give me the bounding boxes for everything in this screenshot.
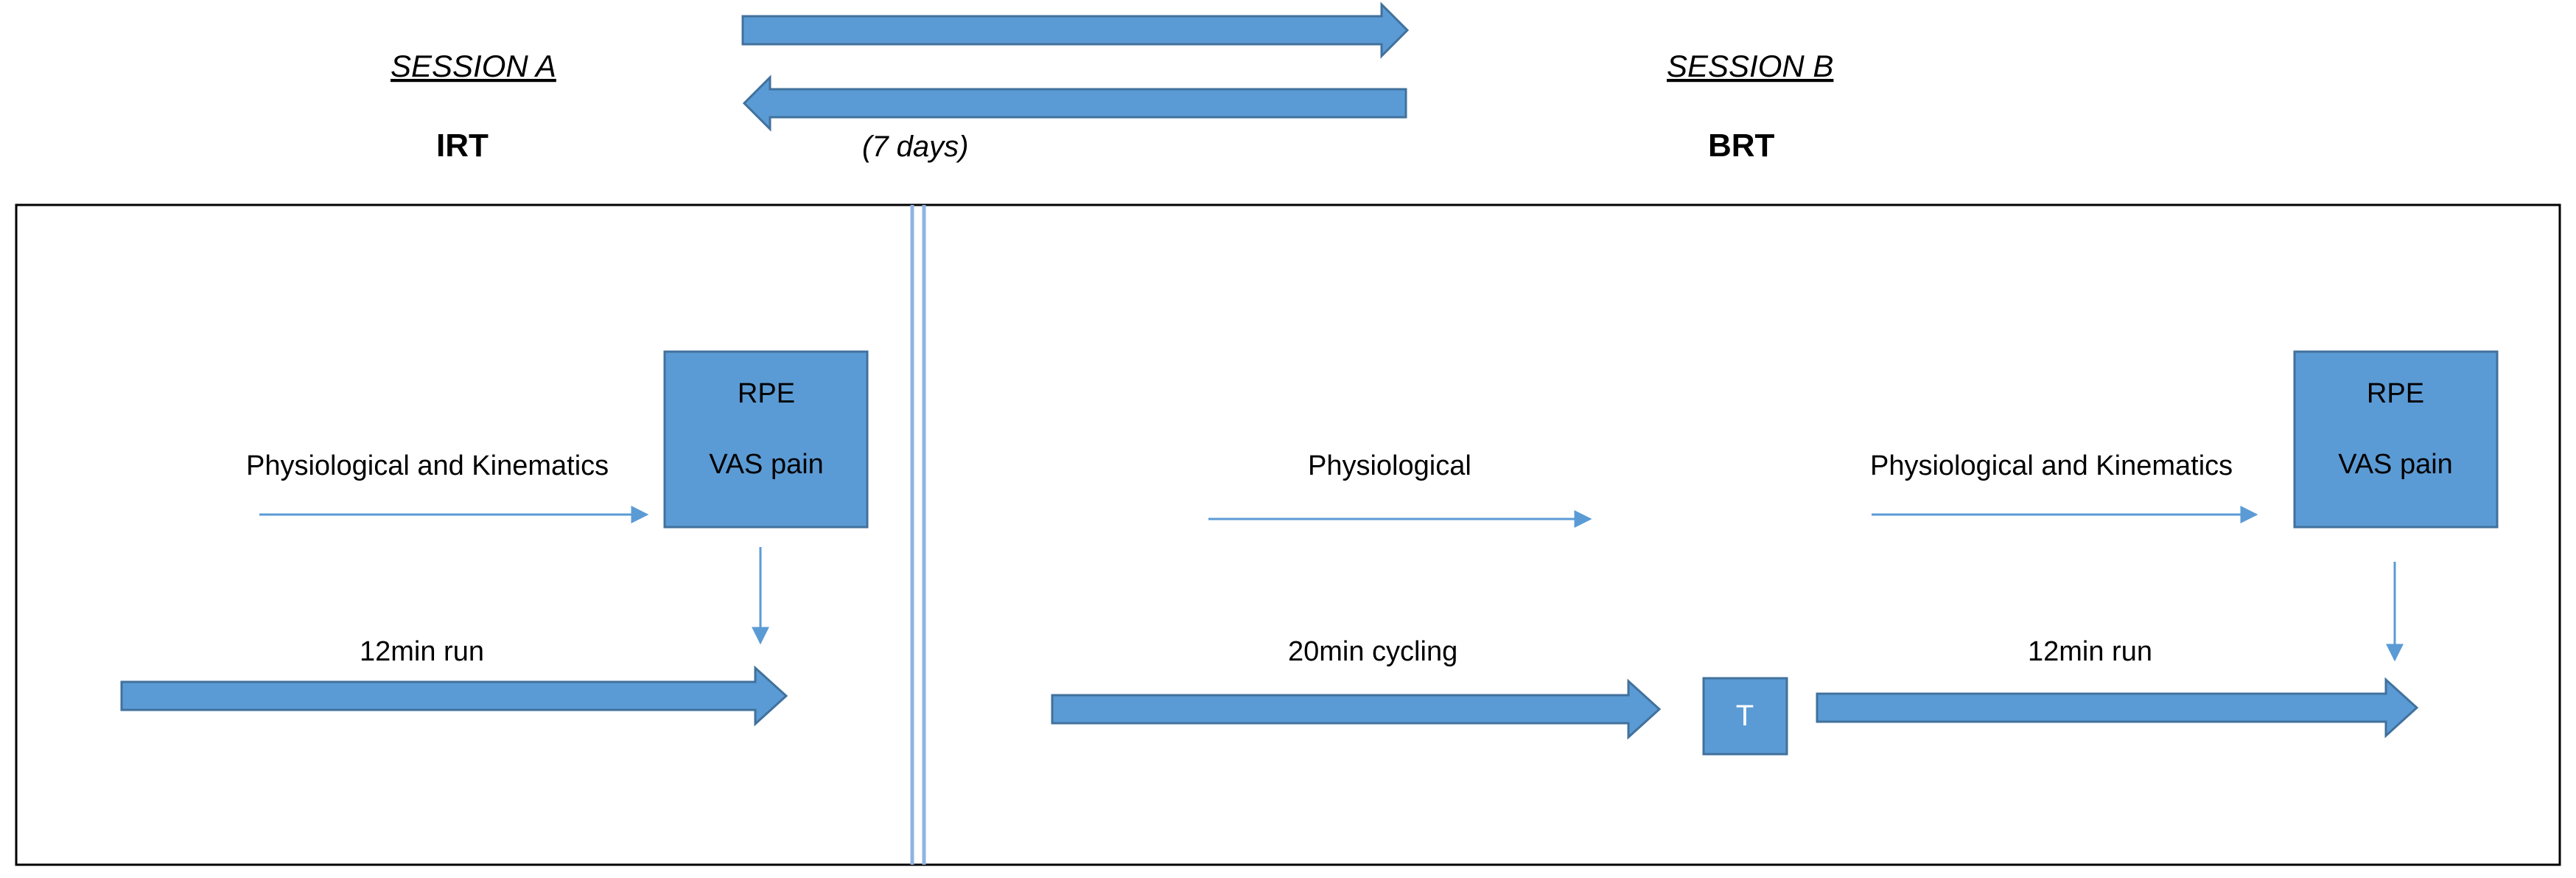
- session-b-measure1-label: Physiological: [1308, 450, 1471, 481]
- session-b-rpe-vas-box: [2293, 350, 2499, 529]
- session-a-activity-label: 12min run: [360, 636, 484, 667]
- session-a-run-arrow: [120, 665, 788, 727]
- interval-label: (7 days): [862, 130, 969, 163]
- session-b-box-line2: VAS pain: [2338, 449, 2453, 480]
- session-b-activity2-label: 12min run: [2028, 636, 2152, 667]
- session-a-rpe-vas-box: [663, 350, 869, 529]
- session-a-box-line1: RPE: [738, 378, 795, 409]
- transition-label: T: [1736, 700, 1754, 732]
- session-a-box-line2: VAS pain: [709, 449, 824, 480]
- session-b-cycling-arrow: [1051, 678, 1662, 740]
- session-b-activity1-label: 20min cycling: [1288, 636, 1457, 667]
- session-a-title: SESSION A: [391, 49, 556, 83]
- interval-arrow-forward: [741, 1, 1410, 59]
- condition-b-label: BRT: [1708, 128, 1775, 164]
- protocol-frame: [15, 203, 2561, 866]
- session-a-measure-label: Physiological and Kinematics: [246, 450, 609, 481]
- session-b-run-arrow: [1816, 677, 2419, 739]
- session-b-measure2-label: Physiological and Kinematics: [1870, 450, 2233, 481]
- session-b-title: SESSION B: [1667, 49, 1833, 83]
- transition-box: [1702, 677, 1788, 756]
- session-b-box-line1: RPE: [2367, 378, 2424, 409]
- interval-arrow-backward: [742, 74, 1407, 132]
- condition-a-label: IRT: [436, 128, 489, 164]
